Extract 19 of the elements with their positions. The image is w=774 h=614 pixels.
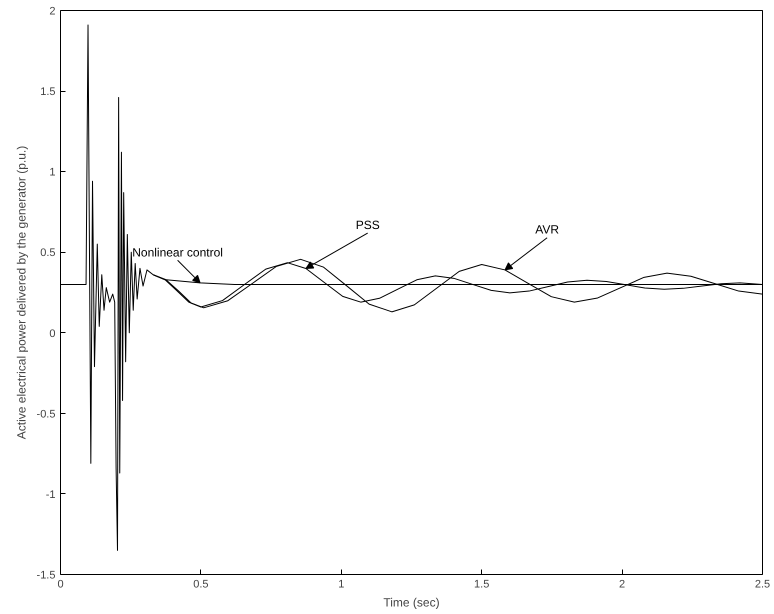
y-tick-label: 1 (49, 166, 56, 179)
x-tick-label: 2 (619, 578, 626, 590)
x-tick-label: 0.5 (193, 578, 209, 590)
y-axis-title: Active electrical power delivered by the generator (p.u.) (14, 146, 29, 440)
y-tick-label: -1.5 (36, 570, 56, 582)
y-tick-label: 0.5 (40, 247, 56, 260)
y-tick-label: -0.5 (36, 408, 56, 420)
text: PSS (356, 218, 380, 232)
series-label: Nonlinear control (132, 245, 223, 260)
y-tick-label: 2 (49, 6, 56, 18)
x-tick-label: 1 (338, 578, 344, 590)
x-tick-label: 2.5 (754, 578, 770, 590)
x-tick-label: 1.5 (474, 578, 490, 590)
y-tick-label: 0 (49, 328, 56, 340)
x-axis-title: Time (sec) (383, 596, 440, 610)
y-tick-label: -1 (46, 488, 56, 501)
text: AVR (535, 222, 560, 237)
x-tick-label: 0 (57, 578, 64, 590)
y-tick-label: 1.5 (40, 86, 56, 98)
